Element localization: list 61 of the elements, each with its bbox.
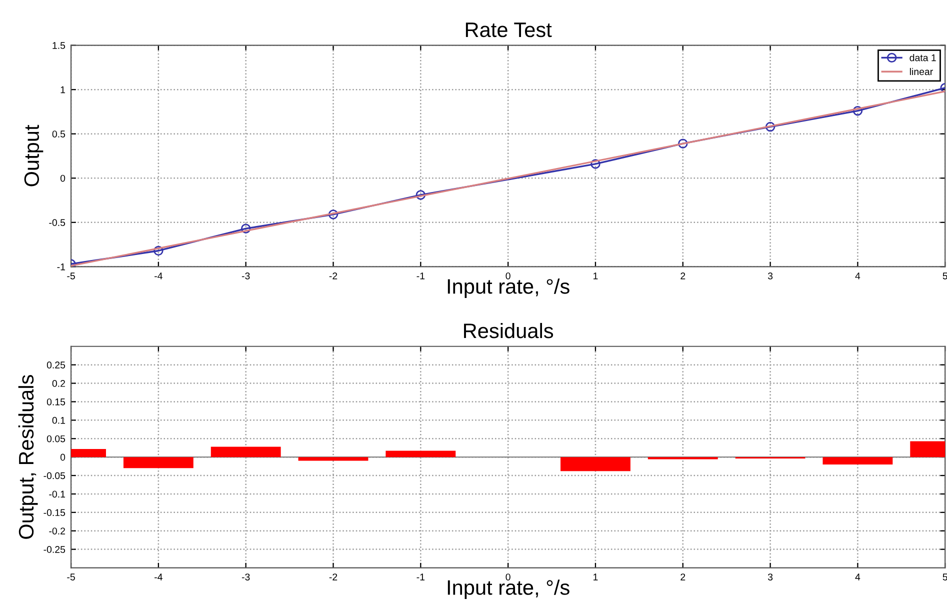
y-tick-label: 0.25 (46, 362, 66, 368)
bar (298, 457, 368, 461)
y-tick-label: 0.5 (52, 130, 66, 138)
point (416, 190, 426, 200)
x-tick-label: 4 (855, 272, 860, 280)
y-axis-title: Output, Residuals (18, 375, 38, 539)
x-tick-label: 5 (942, 574, 947, 580)
bar (386, 450, 456, 458)
legend-label: linear (910, 68, 933, 76)
y-tick-label: 0.05 (46, 435, 66, 442)
y-tick-label: -0.5 (49, 219, 66, 226)
x-tick-label: 5 (942, 272, 947, 280)
bar (210, 446, 281, 458)
y-tick-label: 0.2 (52, 380, 65, 387)
x-tick-label: 2 (680, 272, 686, 280)
x-tick-label: 1 (594, 574, 598, 580)
x-axis-title: Input rate, °/s (448, 580, 570, 600)
x-tick-label: 3 (768, 574, 773, 580)
bar (560, 457, 630, 472)
x-tick-label: -5 (67, 574, 75, 580)
x-tick-label: -1 (416, 574, 425, 580)
point (765, 122, 776, 132)
point (328, 210, 338, 220)
x-tick-label: 0 (506, 272, 510, 280)
x-tick-label: -4 (154, 574, 162, 580)
y-tick-label: -0.15 (44, 509, 66, 516)
y-tick-label: -0.05 (44, 472, 66, 480)
x-tick-label: -5 (67, 272, 75, 280)
y-tick-label: -0.25 (44, 546, 66, 553)
y-tick-label: -0.1 (49, 490, 65, 498)
y-tick-label: 1 (60, 86, 65, 94)
point (240, 224, 251, 234)
bar (822, 457, 893, 464)
x-tick-label: -2 (329, 574, 338, 580)
x-tick-label: 0 (506, 574, 510, 580)
x-tick-label: -3 (242, 272, 250, 280)
chart-title: Residuals (464, 322, 554, 338)
y-tick-label: -0.2 (49, 528, 65, 534)
y-tick-label: 0 (60, 454, 66, 461)
bar (123, 457, 194, 468)
point (678, 138, 688, 148)
x-tick-label: -2 (329, 272, 338, 280)
y-tick-label: 0.15 (46, 398, 66, 406)
point (852, 106, 863, 116)
y-tick-label: 0.1 (52, 416, 65, 424)
x-tick-label: 4 (855, 574, 860, 580)
y-tick-label: -1 (57, 264, 65, 270)
x-tick-label: -1 (416, 272, 425, 280)
legend-label: data 1 (910, 54, 936, 62)
y-tick-label: 0 (60, 174, 66, 182)
y-axis-title: Output (24, 124, 44, 186)
y-tick-label: 1.5 (52, 42, 66, 49)
point (590, 159, 600, 169)
x-tick-label: 2 (680, 574, 686, 580)
point (154, 246, 164, 256)
x-axis-title: Input rate, °/s (448, 278, 570, 298)
x-tick-label: -3 (242, 574, 250, 580)
x-tick-label: 3 (768, 272, 773, 280)
x-tick-label: 1 (594, 272, 598, 280)
chart-title: Rate Test (466, 22, 552, 38)
x-tick-label: -4 (154, 272, 162, 280)
